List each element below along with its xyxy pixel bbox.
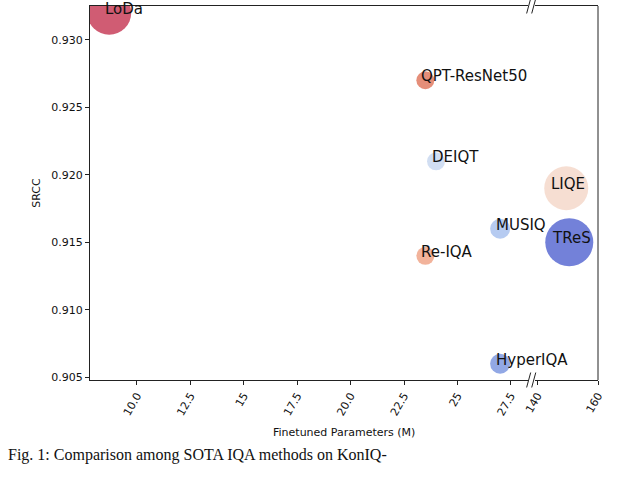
svg-text:20.0: 20.0 — [334, 390, 358, 418]
svg-text:Finetuned Parameters (M): Finetuned Parameters (M) — [273, 426, 415, 439]
svg-text:0.925: 0.925 — [51, 101, 83, 114]
svg-text:160: 160 — [584, 390, 606, 415]
svg-text:0.920: 0.920 — [51, 169, 83, 182]
html-text:Fig. 1: Comparison among SOTA: Fig. 1: Comparison among SOTA IQA method… — [8, 446, 387, 463]
svg-text:QPT-ResNet50: QPT-ResNet50 — [421, 67, 527, 85]
svg-text:0.930: 0.930 — [51, 34, 83, 47]
svg-text:0.910: 0.910 — [51, 304, 83, 317]
svg-text:LoDa: LoDa — [105, 0, 143, 18]
svg-text:22.5: 22.5 — [388, 390, 412, 418]
svg-text:TReS: TReS — [552, 229, 591, 247]
svg-text:27.5: 27.5 — [495, 390, 519, 418]
svg-text:MUSIQ: MUSIQ — [496, 216, 546, 234]
svg-text:12.5: 12.5 — [174, 390, 198, 418]
svg-text:25: 25 — [447, 390, 465, 409]
svg-text:10.0: 10.0 — [121, 390, 145, 418]
svg-text:15: 15 — [233, 390, 251, 409]
svg-text:DEIQT: DEIQT — [432, 148, 479, 166]
svg-text:17.5: 17.5 — [281, 390, 305, 418]
svg-text:0.905: 0.905 — [51, 371, 83, 384]
svg-text:SRCC: SRCC — [30, 178, 43, 208]
svg-text:0.915: 0.915 — [51, 236, 83, 249]
svg-text:Re-IQA: Re-IQA — [421, 243, 473, 261]
svg-text:LIQE: LIQE — [551, 175, 585, 193]
svg-text:140: 140 — [523, 390, 545, 415]
svg-text:HyperIQA: HyperIQA — [496, 351, 568, 369]
